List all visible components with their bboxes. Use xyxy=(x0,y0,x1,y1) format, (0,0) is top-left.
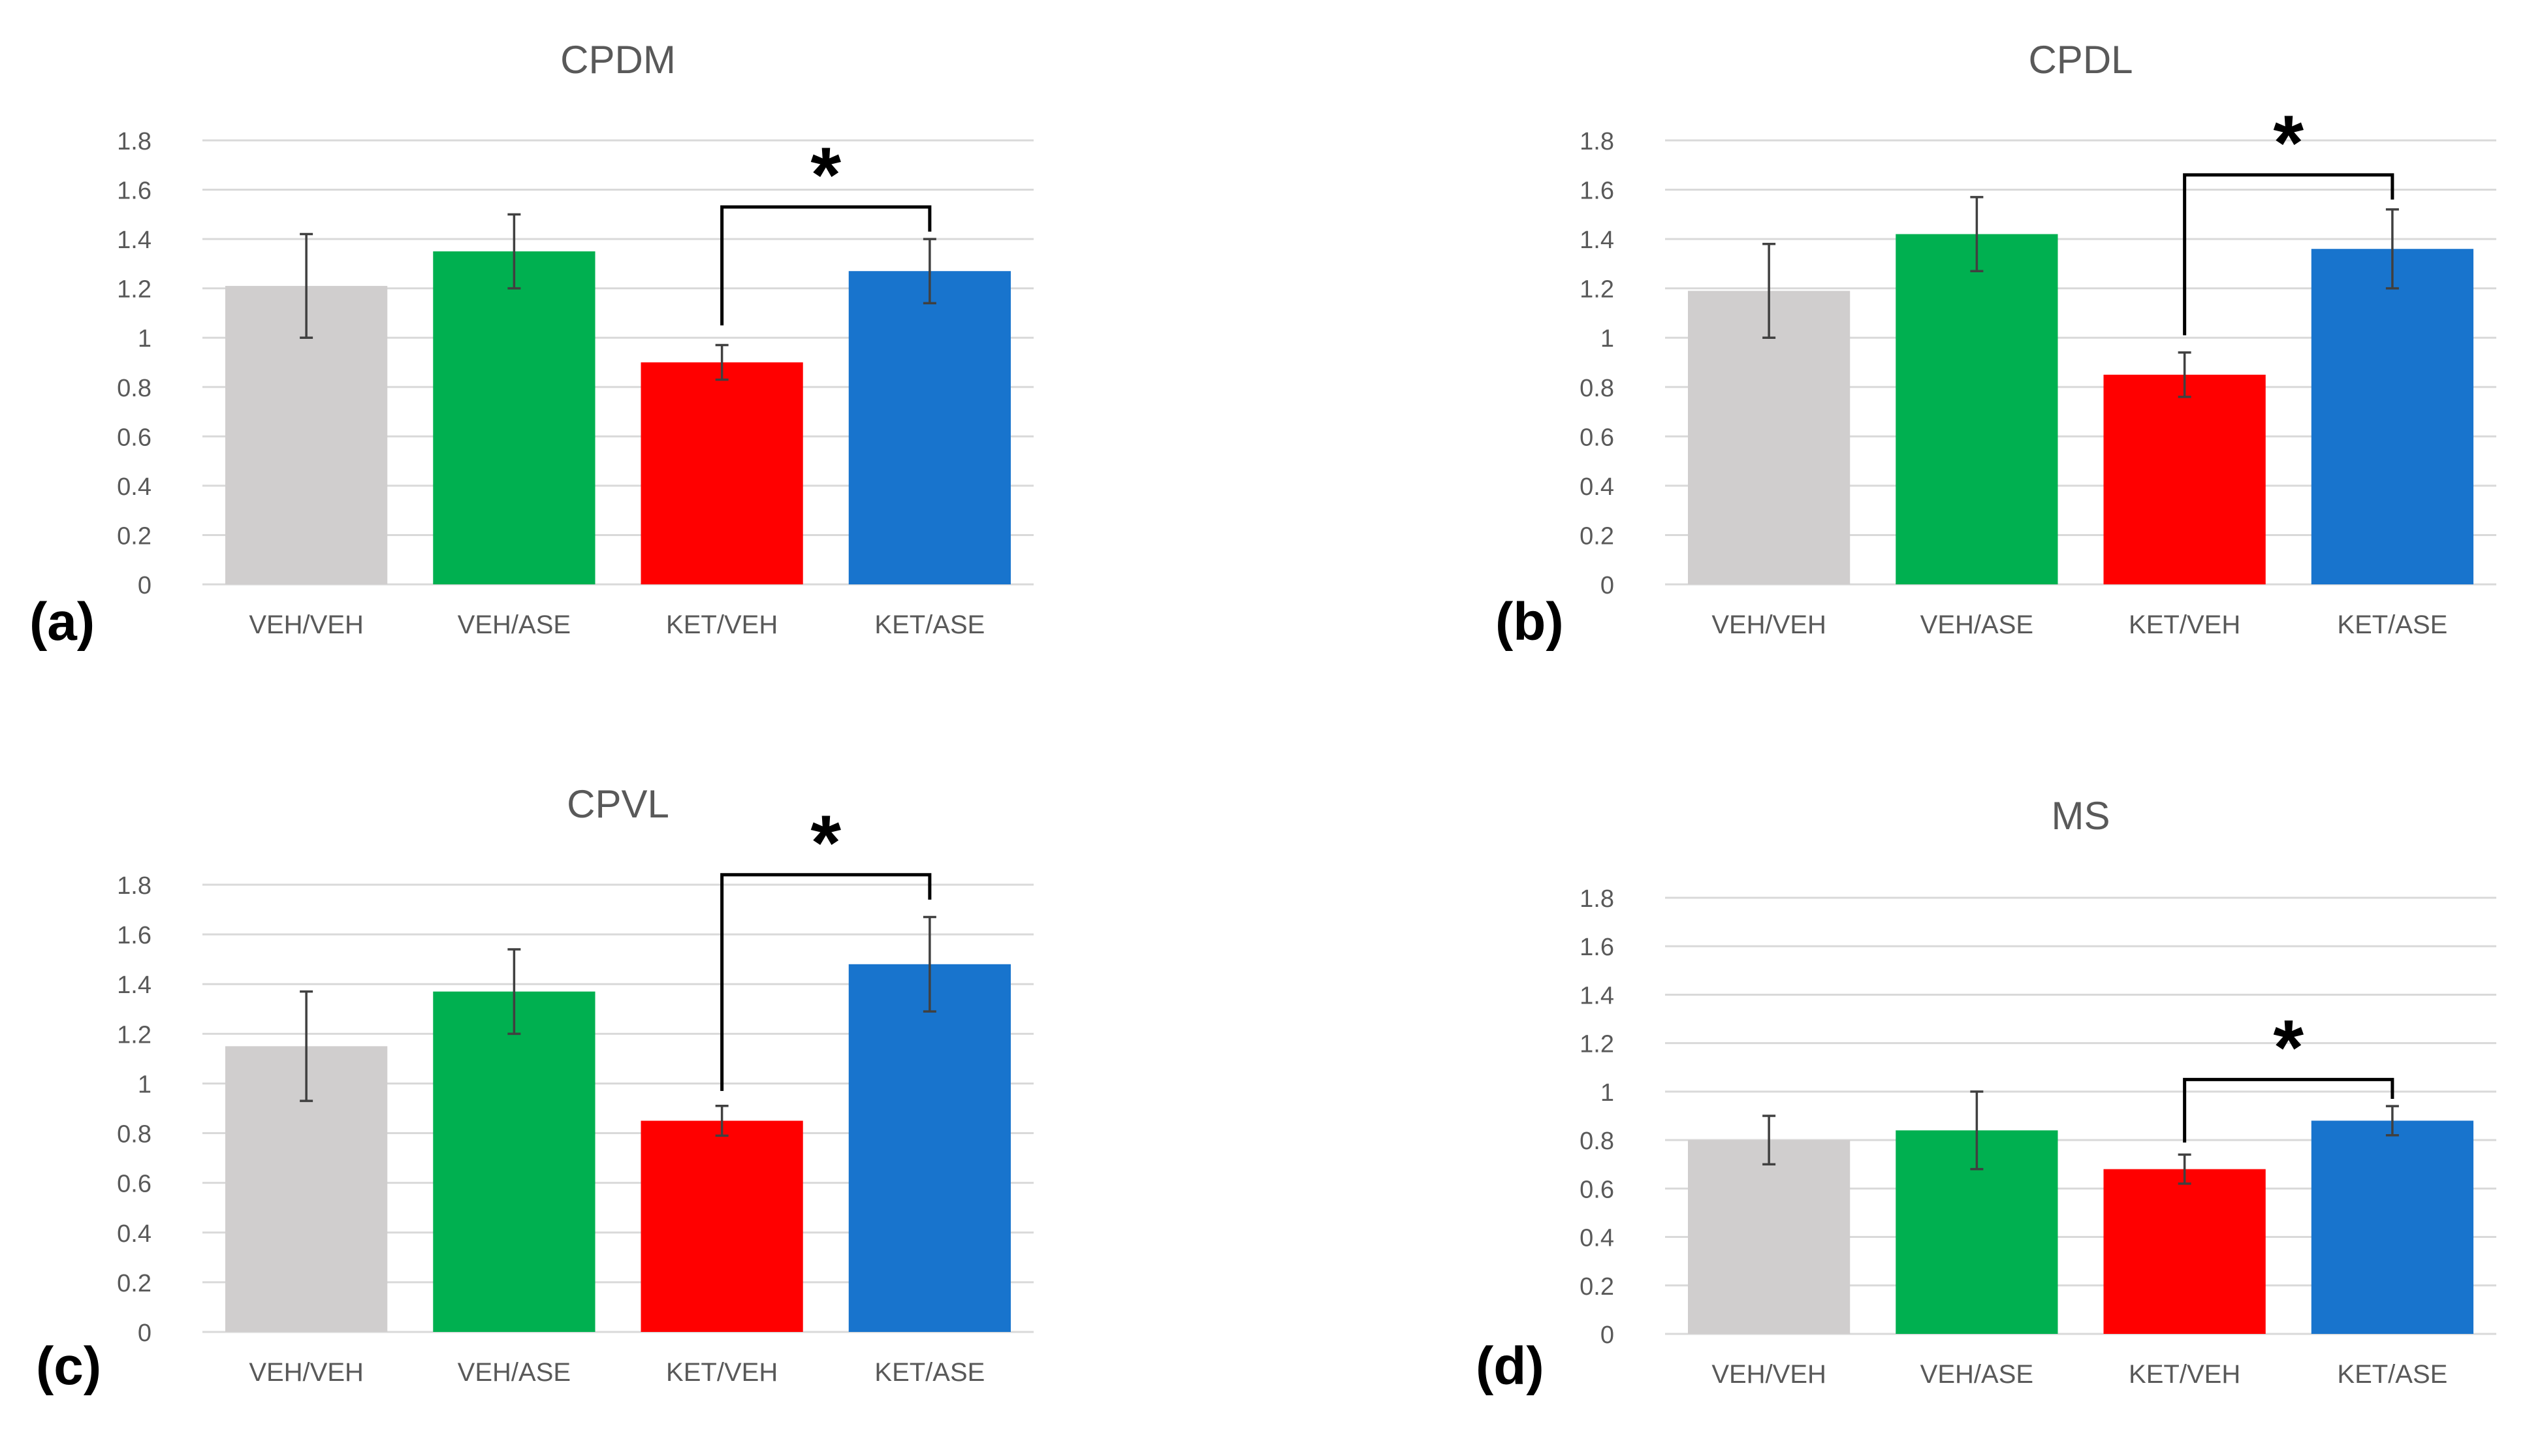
bar-ket-ase xyxy=(2311,249,2473,584)
y-tick-label: 0.2 xyxy=(1580,522,1614,550)
bar-veh-ase xyxy=(433,991,596,1332)
bar-ket-ase xyxy=(848,964,1011,1332)
bar-ket-veh xyxy=(641,362,803,584)
significance-bracket xyxy=(2183,1077,2394,1143)
y-tick-label: 1.6 xyxy=(117,922,151,949)
chart-title: CPDM xyxy=(560,38,676,82)
y-tick-label: 0 xyxy=(138,572,151,599)
y-tick-label: 0.6 xyxy=(1580,424,1614,451)
x-tick-label: VEH/VEH xyxy=(249,1358,364,1387)
y-tick-label: 0.4 xyxy=(117,473,151,501)
significance-asterisk: * xyxy=(2273,1004,2304,1091)
y-tick-label: 0.2 xyxy=(117,1270,151,1297)
y-tick-label: 0.6 xyxy=(1580,1176,1614,1203)
y-tick-label: 1.6 xyxy=(117,178,151,205)
y-tick-label: 1.4 xyxy=(117,972,151,999)
significance-bracket xyxy=(720,873,932,1091)
bar-ket-veh xyxy=(2103,374,2266,584)
y-tick-label: 1.2 xyxy=(1580,1031,1614,1058)
y-tick-label: 1 xyxy=(138,1071,151,1098)
bar-ket-veh xyxy=(2103,1169,2266,1334)
y-tick-label: 1.4 xyxy=(1580,227,1614,254)
significance-bracket xyxy=(2183,173,2394,336)
y-tick-label: 0 xyxy=(138,1320,151,1347)
x-tick-label: KET/VEH xyxy=(666,610,778,639)
y-tick-label: 0.8 xyxy=(117,1121,151,1148)
y-tick-label: 0.4 xyxy=(117,1220,151,1248)
y-tick-label: 1.2 xyxy=(117,276,151,304)
y-tick-label: 0 xyxy=(1600,572,1614,599)
bar-veh-veh xyxy=(1688,291,1851,584)
y-tick-label: 0.6 xyxy=(117,1171,151,1198)
y-tick-label: 1.8 xyxy=(117,128,151,155)
y-tick-label: 1.6 xyxy=(1580,178,1614,205)
x-tick-label: KET/VEH xyxy=(2129,610,2240,639)
y-tick-label: 0.2 xyxy=(117,522,151,550)
chart-panel-1: CPDM 0 0.2 0.4 0.6 0.8 1 1.2 1.4 1.6 1.8 VEH/VEH VEH… xyxy=(29,38,1034,652)
y-tick-label: 1.8 xyxy=(1580,128,1614,155)
y-tick-label: 0 xyxy=(1600,1321,1614,1349)
y-tick-label: 1.2 xyxy=(1580,276,1614,304)
bar-ket-ase xyxy=(848,271,1011,584)
bar-veh-ase xyxy=(433,251,596,584)
y-tick-label: 0.8 xyxy=(1580,375,1614,402)
y-tick-label: 0.4 xyxy=(1580,473,1614,501)
chart-panel-2: CPDL 0 0.2 0.4 0.6 0.8 1 1.2 1.4 1.6 1.8 VEH/VEH VEH… xyxy=(1495,38,2496,652)
significance-asterisk: * xyxy=(810,799,841,887)
y-tick-label: 0.8 xyxy=(1580,1128,1614,1155)
x-tick-label: KET/ASE xyxy=(874,610,985,639)
y-tick-label: 1.6 xyxy=(1580,934,1614,961)
x-tick-label: KET/ASE xyxy=(874,1358,985,1387)
chart-panel-3: CPVL 0 0.2 0.4 0.6 0.8 1 1.2 1.4 1.6 1.8 VEH/VEH VEH… xyxy=(36,782,1034,1396)
chart-title: CPVL xyxy=(567,782,669,826)
y-tick-label: 0.8 xyxy=(117,375,151,402)
y-tick-label: 1.8 xyxy=(1580,885,1614,913)
significance-asterisk: * xyxy=(2273,99,2304,187)
x-tick-label: VEH/ASE xyxy=(1920,1360,2033,1389)
x-tick-label: KET/ASE xyxy=(2337,1360,2447,1389)
significance-bracket xyxy=(720,205,932,326)
x-tick-label: VEH/ASE xyxy=(1920,610,2033,639)
chart-panel-4: MS 0 0.2 0.4 0.6 0.8 1 1.2 1.4 1.6 1.8 VEH/VEH VEH/A… xyxy=(1476,794,2496,1396)
x-tick-label: VEH/ASE xyxy=(458,610,571,639)
x-tick-label: VEH/VEH xyxy=(249,610,364,639)
bar-veh-veh xyxy=(1688,1140,1851,1334)
chart-title: CPDL xyxy=(2028,38,2133,82)
panel-label: (d) xyxy=(1476,1337,1544,1396)
panel-label: (b) xyxy=(1495,592,1564,652)
bar-ket-veh xyxy=(641,1120,803,1332)
y-tick-label: 1.2 xyxy=(117,1021,151,1049)
x-tick-label: KET/VEH xyxy=(2129,1360,2240,1389)
panel-label: (a) xyxy=(29,592,95,652)
panel-label: (c) xyxy=(36,1337,101,1396)
x-tick-label: VEH/ASE xyxy=(458,1358,571,1387)
y-tick-label: 1.8 xyxy=(117,872,151,900)
y-tick-label: 0.4 xyxy=(1580,1225,1614,1252)
bar-veh-ase xyxy=(1896,234,2058,584)
y-tick-label: 0.6 xyxy=(117,424,151,451)
y-tick-label: 1 xyxy=(1600,325,1614,353)
x-tick-label: KET/ASE xyxy=(2337,610,2447,639)
significance-asterisk: * xyxy=(810,131,841,219)
y-tick-label: 0.2 xyxy=(1580,1273,1614,1301)
chart-title: MS xyxy=(2052,794,2110,838)
bar-ket-ase xyxy=(2311,1120,2473,1334)
y-tick-label: 1 xyxy=(138,325,151,353)
y-tick-label: 1 xyxy=(1600,1079,1614,1107)
y-tick-label: 1.4 xyxy=(117,227,151,254)
x-tick-label: VEH/VEH xyxy=(1711,1360,1826,1389)
y-tick-label: 1.4 xyxy=(1580,982,1614,1009)
x-tick-label: KET/VEH xyxy=(666,1358,778,1387)
x-tick-label: VEH/VEH xyxy=(1711,610,1826,639)
